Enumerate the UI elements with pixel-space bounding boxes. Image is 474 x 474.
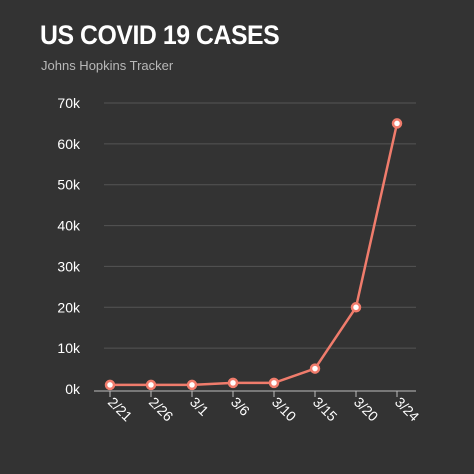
y-tick-label: 60k	[57, 136, 81, 152]
x-tick-label: 3/20	[351, 394, 382, 425]
x-tick-label: 2/26	[146, 394, 177, 425]
chart-subtitle: Johns Hopkins Tracker	[41, 58, 174, 73]
data-point	[350, 302, 362, 313]
y-tick-label: 40k	[57, 218, 81, 234]
series-cases	[104, 118, 403, 391]
x-tick-label: 2/21	[105, 394, 136, 425]
data-point	[268, 377, 280, 389]
x-tick-label: 3/24	[392, 394, 423, 425]
y-tick-label: 0k	[65, 381, 81, 397]
data-point	[391, 118, 403, 129]
series-line	[110, 123, 399, 387]
x-tick-label: 3/1	[187, 394, 212, 419]
x-axis	[94, 390, 416, 397]
gridlines	[104, 102, 416, 349]
chart-title: US COVID 19 CASES	[40, 20, 280, 50]
y-tick-label: 20k	[57, 299, 81, 315]
y-tick-label: 50k	[57, 177, 81, 193]
y-tick-label: 70k	[57, 95, 81, 111]
y-tick-label: 10k	[57, 340, 81, 356]
y-tick-label: 30k	[57, 258, 81, 274]
data-point	[227, 377, 239, 389]
y-axis-tick-labels: 0k 10k 20k 30k 40k 50k 60k 70k	[57, 95, 81, 397]
data-point	[309, 363, 321, 374]
data-point	[145, 379, 157, 391]
x-tick-label: 3/10	[269, 394, 300, 425]
data-point	[104, 379, 116, 391]
data-point	[186, 379, 198, 391]
x-tick-label: 3/15	[310, 394, 341, 425]
x-axis-tick-labels: 2/21 2/26 3/1 3/6 3/10 3/15 3/20 3/24	[105, 394, 423, 425]
x-tick-label: 3/6	[228, 394, 253, 419]
